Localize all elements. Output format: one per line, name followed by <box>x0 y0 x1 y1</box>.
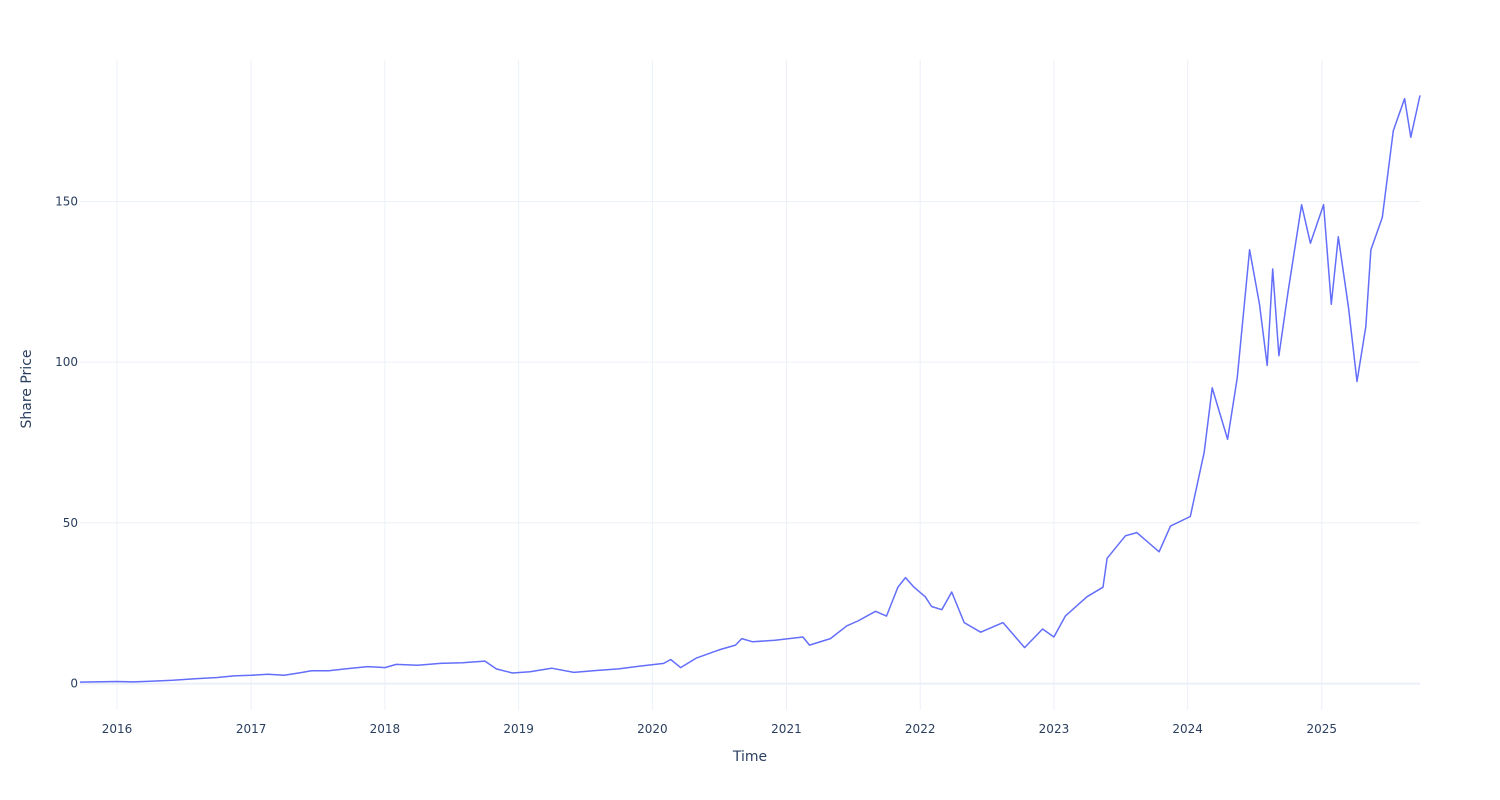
x-tick-label-2017: 2017 <box>236 722 267 736</box>
y-tick-label-0: 0 <box>70 677 78 691</box>
x-tick-label-2020: 2020 <box>637 722 668 736</box>
grid <box>80 60 1420 710</box>
y-axis-ticks: 0 50 100 150 <box>55 194 78 690</box>
y-tick-label-150: 150 <box>55 194 78 208</box>
y-tick-label-50: 50 <box>63 516 78 530</box>
x-tick-label-2025: 2025 <box>1307 722 1338 736</box>
x-tick-label-2022: 2022 <box>905 722 936 736</box>
x-axis-ticks: 2016 2017 2018 2019 2020 2021 2022 2023 2024 2025 <box>102 722 1337 736</box>
series-layer <box>79 95 1421 683</box>
x-tick-label-2021: 2021 <box>771 722 802 736</box>
x-tick-label-2023: 2023 <box>1039 722 1070 736</box>
x-tick-label-2024: 2024 <box>1172 722 1203 736</box>
y-tick-label-100: 100 <box>55 355 78 369</box>
x-tick-label-2018: 2018 <box>370 722 401 736</box>
x-tick-label-2019: 2019 <box>503 722 534 736</box>
series-line-0 <box>79 95 1421 683</box>
y-axis-title: Share Price <box>19 349 35 428</box>
x-tick-label-2016: 2016 <box>102 722 133 736</box>
x-axis-title: Time <box>732 749 767 765</box>
